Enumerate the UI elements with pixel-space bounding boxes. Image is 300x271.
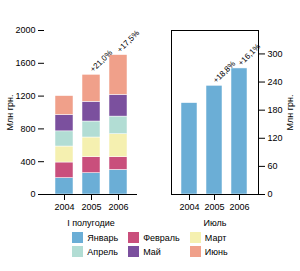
svg-text:2000: 2000 [15,25,35,35]
svg-text:0: 0 [268,189,273,199]
svg-text:2004: 2004 [179,202,199,212]
svg-text:2005: 2005 [81,202,101,212]
svg-text:2005: 2005 [204,202,224,212]
svg-text:+16,1%: +16,1% [236,42,262,68]
svg-text:400: 400 [20,157,35,167]
svg-text:800: 800 [20,124,35,134]
html-text:Январь: Январь [87,232,119,243]
svg-text:+21,0%: +21,0% [88,48,114,74]
svg-text:240: 240 [268,77,283,87]
svg-text:300: 300 [268,49,283,59]
svg-text:Млн грн.: Млн грн. [5,95,15,131]
svg-text:+18,8%: +18,8% [211,59,237,85]
html-text:Апрель: Апрель [87,246,118,257]
html-text:Май: Май [143,246,161,257]
svg-text:I полугодие: I полугодие [67,218,115,228]
svg-text:2006: 2006 [108,202,128,212]
svg-text:180: 180 [268,105,283,115]
svg-text:120: 120 [268,133,283,143]
svg-text:0: 0 [30,189,35,199]
svg-text:2004: 2004 [54,202,74,212]
html-text:Февраль: Февраль [143,232,180,243]
svg-text:1600: 1600 [15,58,35,68]
svg-text:2006: 2006 [229,202,249,212]
html-text:Июнь: Июнь [204,246,228,257]
svg-text:Млн грн.: Млн грн. [285,95,295,131]
svg-text:1200: 1200 [15,91,35,101]
html-text:Март: Март [204,232,227,243]
svg-text:60: 60 [268,161,278,171]
svg-text:+17,5%: +17,5% [115,29,141,55]
svg-text:Июль: Июль [204,218,227,228]
